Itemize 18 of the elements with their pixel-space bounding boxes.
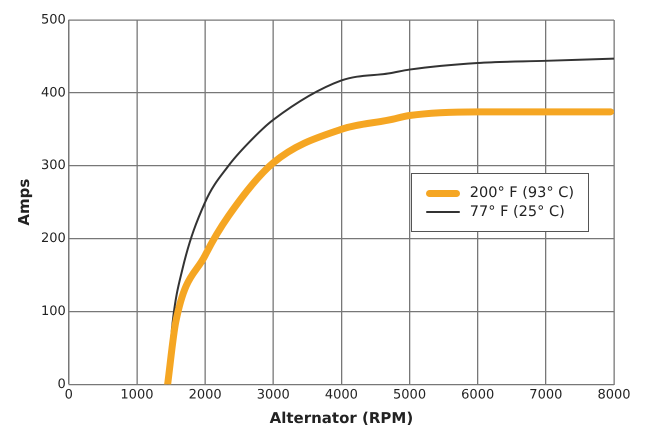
y-tick-label: 500 [40, 12, 66, 28]
x-tick-label: 4000 [324, 388, 358, 403]
x-axis-title: Alternator (RPM) [270, 408, 414, 427]
x-tick-label: 2000 [188, 388, 222, 403]
y-tick-label: 300 [40, 158, 66, 174]
legend-label: 77° F (25° C) [470, 204, 565, 220]
legend-label: 200° F (93° C) [470, 185, 574, 201]
y-tick-label: 200 [40, 231, 66, 246]
y-tick-label: 100 [40, 304, 66, 319]
x-tick-label: 1000 [120, 388, 154, 403]
y-axis-title: Amps [14, 178, 33, 226]
y-tick-label: 0 [58, 376, 66, 392]
x-tick-label: 6000 [461, 388, 494, 403]
y-tick-label: 400 [40, 85, 66, 100]
x-tick-label: 8000 [597, 388, 631, 403]
x-tick-label: 3000 [256, 388, 290, 403]
x-tick-label: 5000 [393, 388, 426, 403]
x-tick-label: 7000 [529, 388, 562, 403]
